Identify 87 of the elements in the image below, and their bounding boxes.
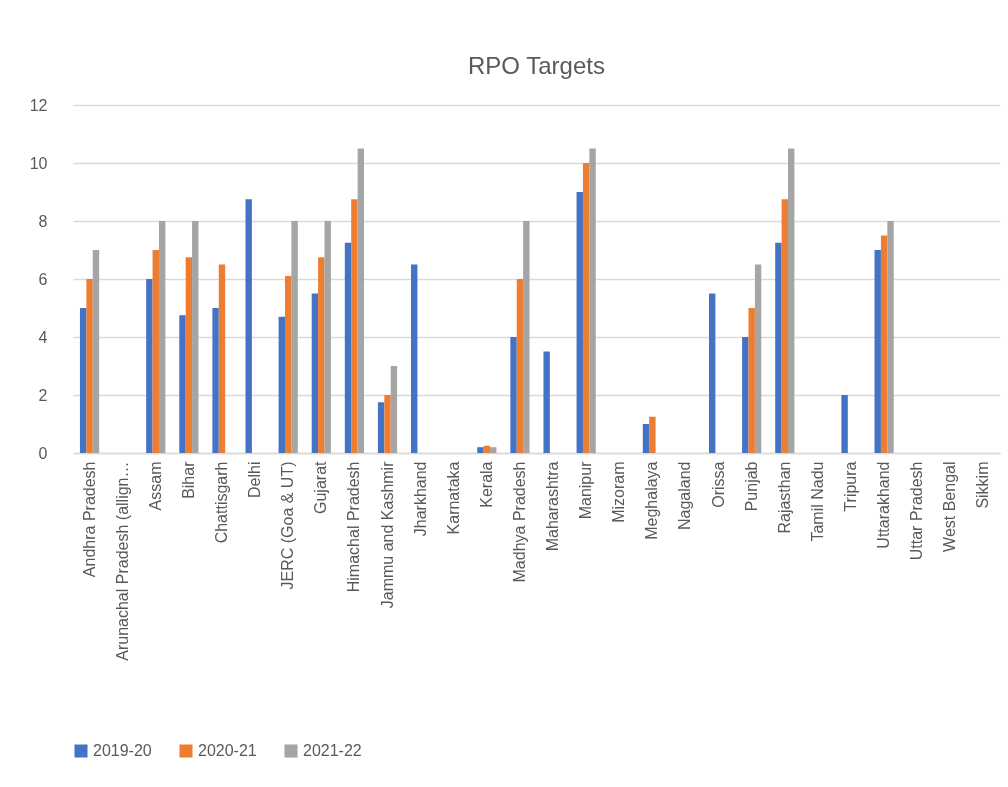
legend-label: 2021-22 [303, 742, 362, 759]
legend-label: 2019-20 [93, 742, 152, 759]
bar [152, 250, 159, 453]
bar [642, 424, 650, 453]
bar [781, 199, 788, 453]
x-tick-label: Tamil Nadu [808, 461, 826, 542]
x-tick-label: Chattisgarh [212, 461, 230, 544]
legend-label: 2020-21 [198, 742, 257, 759]
bar [754, 264, 762, 453]
x-tick-label: Nagaland [676, 461, 694, 530]
x-tick-label: Bihar [179, 460, 197, 499]
bar [523, 221, 530, 453]
bar [477, 447, 484, 453]
chart-title: RPO Targets [468, 52, 605, 79]
bar [351, 199, 358, 453]
bar [576, 192, 583, 453]
x-tick-label: Mizoram [610, 461, 628, 523]
x-tick-label: Assam [146, 461, 164, 511]
y-tick-label: 8 [38, 212, 48, 230]
bar [158, 221, 166, 453]
x-tick-label: Manipur [577, 460, 595, 520]
x-tick-label: Delhi [246, 461, 264, 498]
x-tick-label: Uttarakhand [875, 461, 893, 549]
bar [510, 337, 517, 453]
bar [324, 221, 331, 453]
bar [390, 366, 398, 453]
x-tick-label: Tripura [842, 461, 860, 512]
bar [86, 279, 93, 453]
bar [384, 395, 391, 453]
bar [344, 242, 352, 453]
x-tick-label: West Bengal [941, 461, 959, 552]
x-tick-label: Punjab [742, 461, 760, 512]
x-tick-label: JERC (Goa & UT) [279, 461, 297, 590]
bar [212, 308, 219, 453]
bar [185, 257, 193, 453]
y-tick-label: 6 [38, 270, 48, 288]
y-tick-label: 2 [38, 386, 48, 404]
bar [318, 257, 325, 453]
y-tick-label: 0 [38, 444, 48, 462]
y-tick-label: 4 [38, 328, 48, 346]
bar [788, 148, 795, 453]
bar [880, 235, 888, 453]
x-tick-label: Andhra Pradesh [80, 461, 98, 578]
bar [411, 264, 418, 453]
x-tick-label: Kerala [477, 461, 495, 508]
bar [377, 402, 385, 453]
bar [887, 221, 894, 453]
x-tick-label: Sikkim [974, 461, 992, 509]
bar [218, 264, 226, 453]
x-tick-label: Jharkhand [411, 461, 429, 537]
bar [490, 447, 497, 453]
bar [245, 199, 252, 453]
bar [543, 351, 550, 453]
bar [874, 250, 881, 453]
bar [278, 316, 285, 453]
bar [357, 148, 365, 453]
y-tick-label: 10 [29, 154, 48, 172]
x-tick-label: Rajasthan [775, 461, 793, 534]
x-tick-label: Gujarat [312, 460, 330, 514]
bar [516, 279, 524, 453]
x-tick-label: Madhya Pradesh [510, 461, 528, 583]
x-tick-label: Orissa [709, 461, 727, 508]
bar [775, 242, 782, 453]
bar [79, 308, 87, 453]
bar [582, 163, 590, 453]
x-tick-label: Uttar Pradesh [908, 461, 926, 561]
x-tick-label: Himachal Pradesh [345, 461, 363, 593]
x-tick-label: Meghalaya [643, 461, 661, 540]
bar [311, 293, 319, 453]
bar [589, 148, 596, 453]
bar [146, 279, 153, 453]
x-tick-label: Jammu and Kashmir [378, 460, 396, 609]
bar [742, 337, 749, 453]
bar [92, 250, 100, 453]
bar [748, 308, 755, 453]
bar [179, 315, 186, 453]
y-tick-label: 12 [29, 96, 48, 114]
x-tick-label: Karnataka [444, 461, 462, 535]
bar [841, 395, 848, 453]
bar [483, 445, 491, 453]
bar [285, 276, 292, 453]
bar [192, 221, 199, 453]
x-tick-label: Maharashtra [544, 461, 562, 552]
bar [291, 221, 298, 453]
x-tick-label: Arunachal Pradesh (allign… [113, 461, 131, 661]
bar [708, 293, 716, 453]
bar [649, 416, 656, 453]
